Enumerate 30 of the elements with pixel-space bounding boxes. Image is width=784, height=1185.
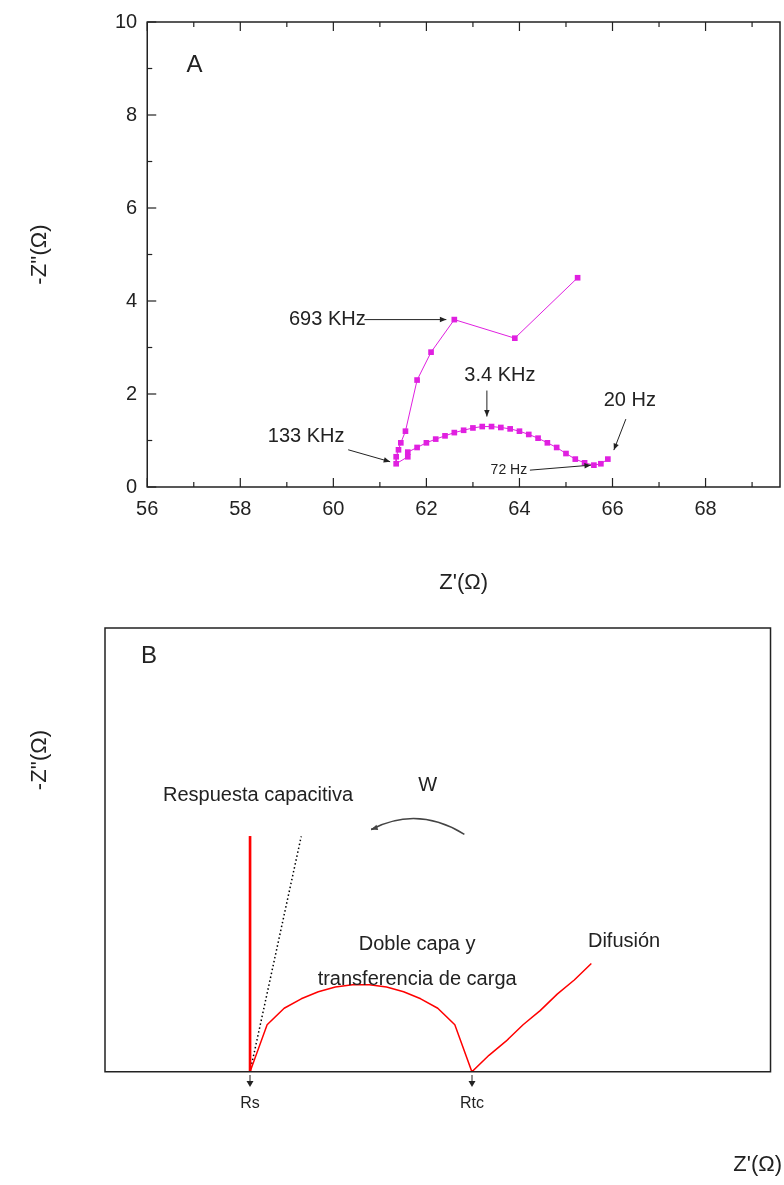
text: Respuesta capacitiva	[163, 782, 354, 805]
x-tick-label: Rtc	[459, 1093, 484, 1111]
y-tick-label: 6	[126, 195, 138, 218]
text: W	[418, 773, 438, 796]
y-tick-label: 8	[126, 102, 138, 125]
y-tick-label: 10	[115, 9, 138, 32]
x-axis-title: Z'(Ω)	[439, 569, 488, 595]
y-axis-title: -Z''(Ω)	[26, 224, 52, 285]
chart-title: B	[140, 640, 157, 668]
x-tick-label: 56	[136, 496, 159, 519]
x-tick-label: 60	[322, 496, 345, 519]
annotation: 133 KHz	[267, 424, 345, 447]
y-tick-label: 0	[126, 474, 138, 497]
annotation: Difusión	[587, 928, 661, 951]
x-tick-label: 66	[601, 496, 624, 519]
annotation: 72 Hz	[490, 461, 528, 477]
x-axis-title: Z'(Ω)	[733, 1151, 782, 1177]
x-tick-label: 64	[508, 496, 531, 519]
x-tick-label: 62	[415, 496, 438, 519]
annotation: Doble capa y transferencia de carga	[317, 932, 518, 990]
annotation: 3.4 KHz	[464, 363, 536, 386]
annotation: 693 KHz	[288, 307, 366, 330]
annotation: 20 Hz	[603, 387, 656, 410]
x-tick-label: Rs	[240, 1093, 260, 1111]
y-tick-label: 2	[126, 381, 138, 404]
y-axis-title: -Z''(Ω)	[26, 729, 52, 791]
x-tick-label: 68	[694, 496, 717, 519]
x-tick-label: 58	[229, 496, 252, 519]
text: A	[186, 50, 203, 78]
y-tick-label: 4	[126, 288, 138, 311]
